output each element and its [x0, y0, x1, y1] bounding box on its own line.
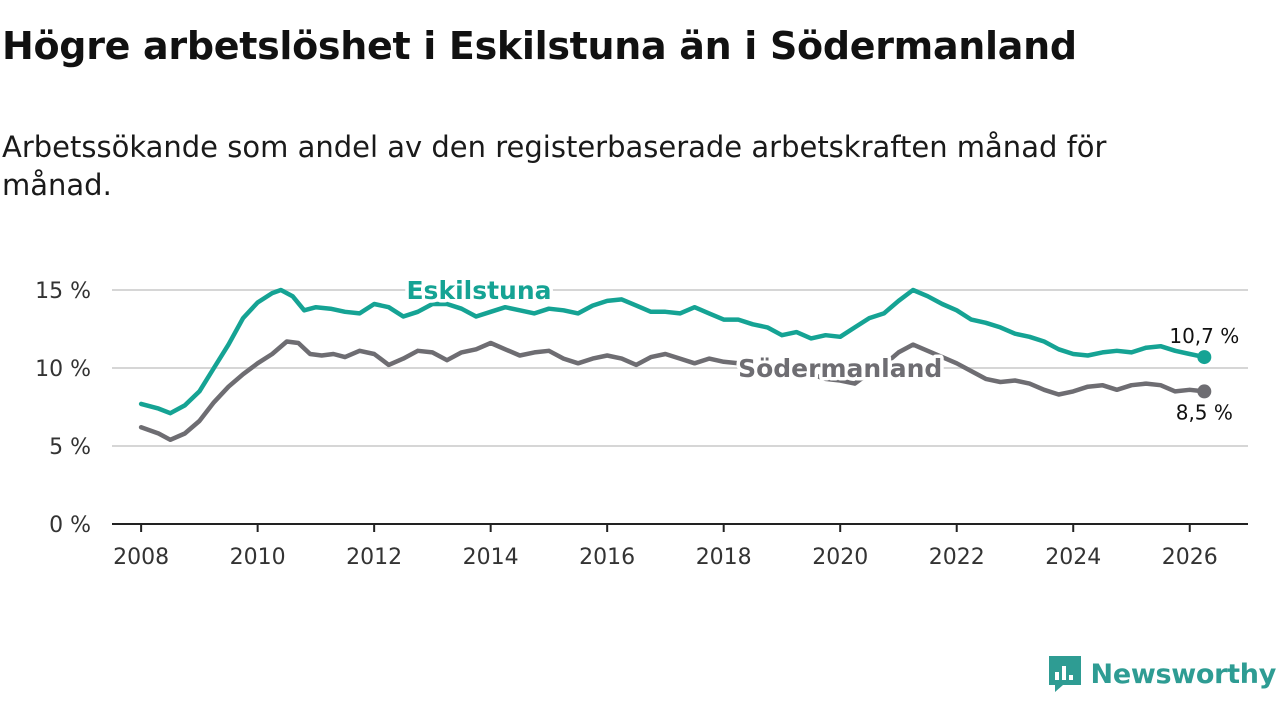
end-marker-sodermanland [1197, 384, 1212, 399]
series-line-eskilstuna [138, 287, 1207, 416]
x-tick-label: 2016 [579, 545, 635, 570]
series-lines [138, 287, 1212, 443]
chart-subtitle: Arbetssökande som andel av den registerb… [2, 130, 1107, 202]
x-tick-label: 2018 [696, 545, 752, 570]
x-tick-label: 2022 [929, 545, 985, 570]
y-tick-label: 5 % [49, 435, 91, 460]
end-value-label-eskilstuna: 10,7 % [1169, 324, 1239, 348]
brand-logo: Newsworthy [1047, 654, 1276, 694]
x-tick-label: 2024 [1045, 545, 1101, 570]
series-labels: Eskilstuna 10,7 % Södermanland 8,5 % [403, 273, 1242, 427]
y-axis-ticks: 0 % 5 % 10 % 15 % [35, 279, 91, 538]
x-tick-label: 2026 [1162, 545, 1218, 570]
x-tick-label: 2020 [812, 545, 868, 570]
chart-title: Högre arbetslöshet i Eskilstuna än i Söd… [2, 24, 1077, 68]
end-value-label-sodermanland: 8,5 % [1176, 400, 1233, 424]
newsworthy-logo-icon [1048, 656, 1081, 692]
end-marker-eskilstuna [1197, 350, 1212, 365]
x-tick-label: 2008 [113, 545, 169, 570]
gridlines [112, 289, 1248, 447]
series-label-sodermanland: Södermanland [738, 354, 942, 383]
x-tick-label: 2012 [346, 545, 402, 570]
x-tick-label: 2010 [230, 545, 286, 570]
brand-name: Newsworthy [1090, 658, 1277, 690]
series-label-eskilstuna: Eskilstuna [406, 276, 551, 305]
x-tick-label: 2014 [463, 545, 519, 570]
y-tick-label: 15 % [35, 279, 91, 304]
y-tick-label: 10 % [35, 357, 91, 382]
x-axis: 2008 2010 2012 2014 2016 2018 2020 2022 2024 2026 [112, 523, 1248, 570]
series-line-sodermanland [138, 339, 1207, 443]
y-tick-label: 0 % [49, 513, 91, 538]
